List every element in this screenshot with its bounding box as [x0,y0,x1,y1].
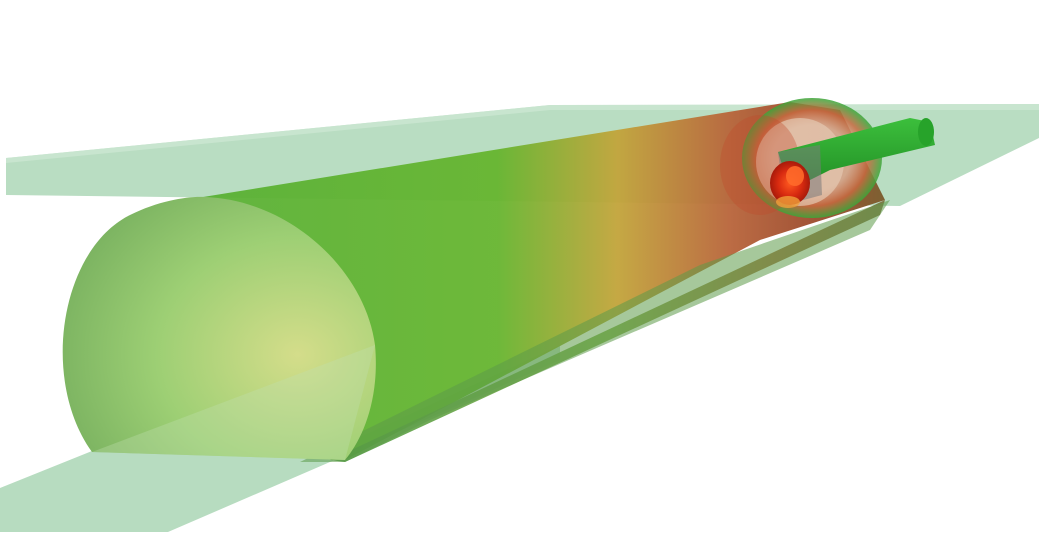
hot-spot-base [776,196,800,208]
inner-pipe-end-cap [918,118,934,146]
upper-ground-plane-edge [6,104,1039,163]
lower-ground-plane [0,451,330,532]
hot-spot-core [786,166,804,186]
tunnel-cross-section-floor [92,345,375,460]
tunnel-lower-face [300,200,890,462]
tunnel-cross-section-face [62,196,376,460]
